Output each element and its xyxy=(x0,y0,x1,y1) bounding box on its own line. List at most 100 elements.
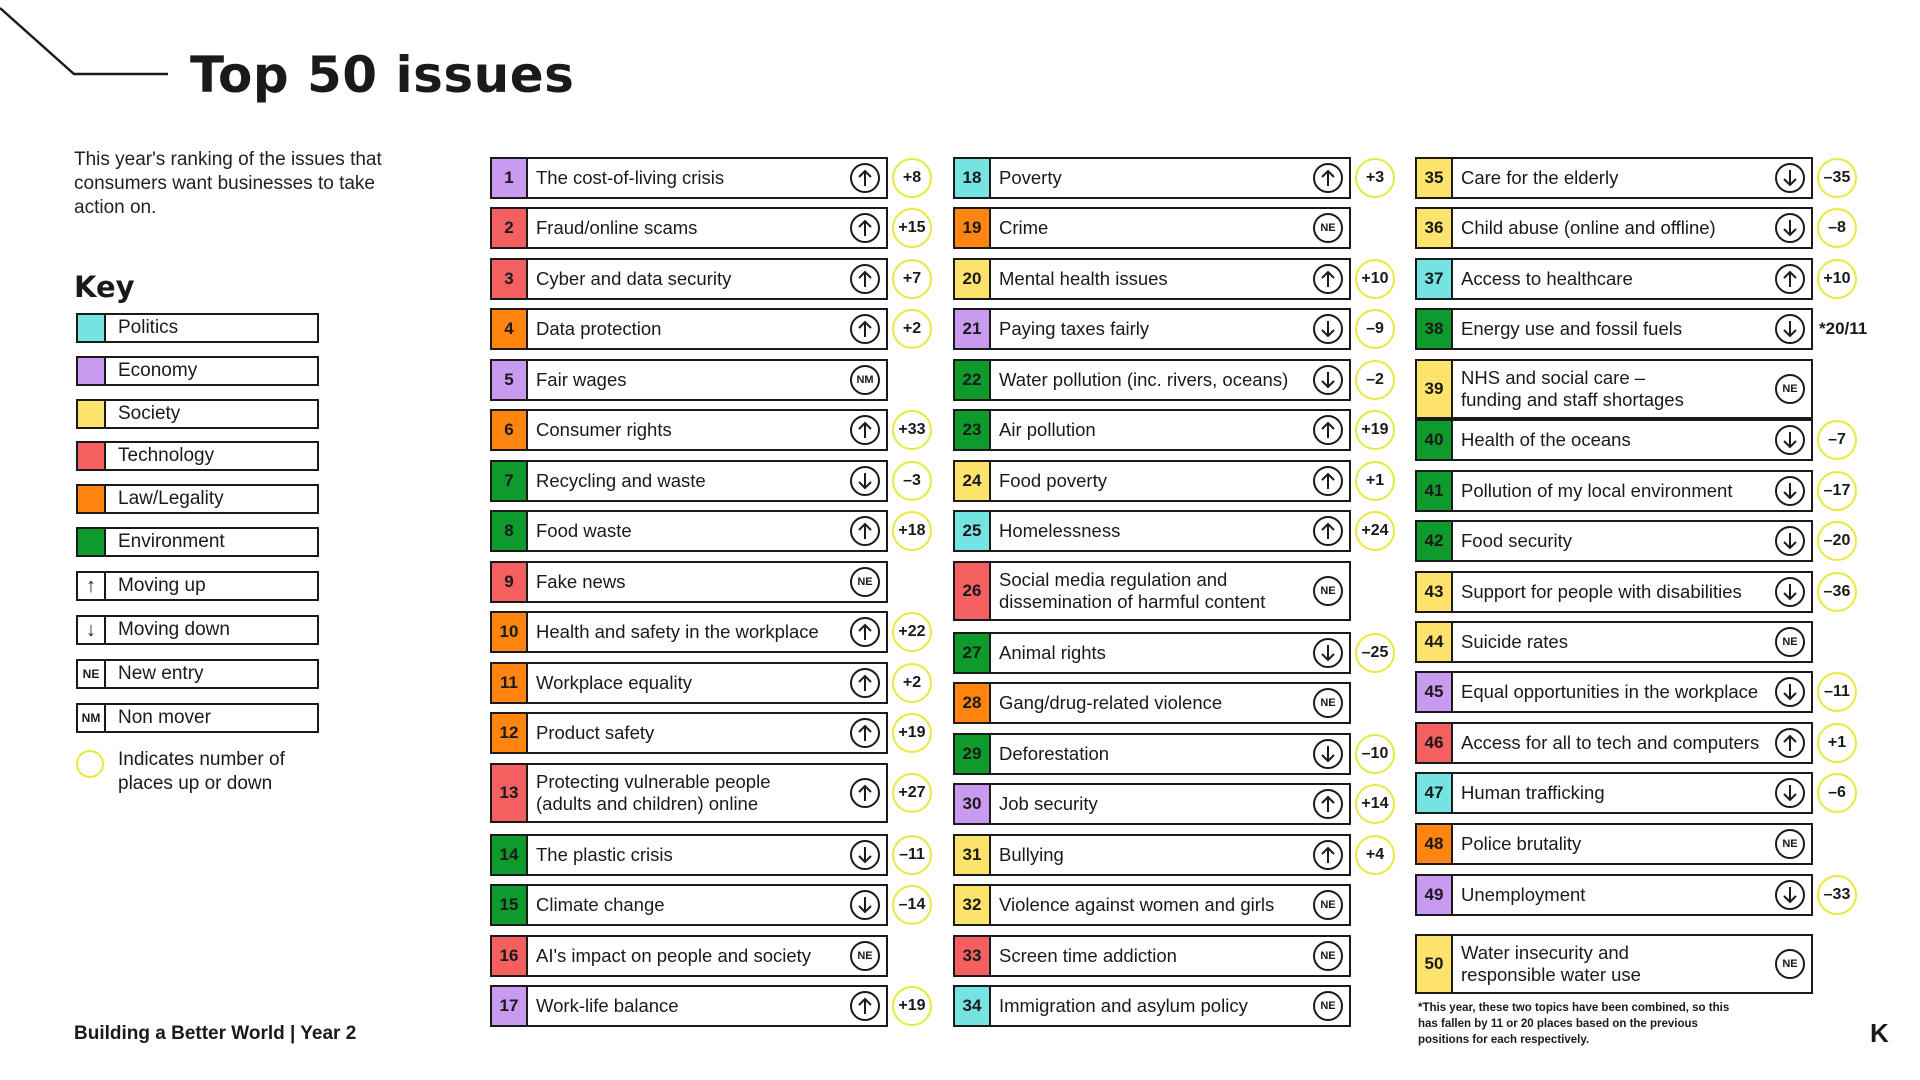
arrow-down-icon xyxy=(1775,526,1805,556)
arrow-down-icon xyxy=(1313,638,1343,668)
issue-row: 35 Care for the elderly –35 xyxy=(1415,157,1857,199)
change-badge: –6 xyxy=(1817,773,1857,813)
issue-label-line: dissemination of harmful content xyxy=(999,591,1266,612)
issue-rank: 9 xyxy=(492,563,528,601)
arrow-down-icon xyxy=(1775,677,1805,707)
issue-label: Food poverty xyxy=(999,470,1107,491)
issue-label: Data protection xyxy=(536,318,662,339)
issue-rank: 46 xyxy=(1417,724,1453,762)
change-note: *20/11 xyxy=(1819,319,1868,338)
issue-box: 11 Workplace equality xyxy=(490,662,888,704)
issue-row: 19 Crime NE xyxy=(953,207,1351,249)
key-swatch xyxy=(78,358,106,384)
issue-row: 50 Water insecurity and responsible water … xyxy=(1415,934,1813,994)
issue-rank: 17 xyxy=(492,987,528,1025)
issue-label: Access to healthcare xyxy=(1461,268,1633,289)
arrow-down-icon xyxy=(1775,425,1805,455)
key-item-economy: Economy xyxy=(76,356,319,386)
issue-box: 18 Poverty xyxy=(953,157,1351,199)
issue-row: 7 Recycling and waste –3 xyxy=(490,460,932,502)
arrow-up-icon xyxy=(850,213,880,243)
change-badge: –33 xyxy=(1817,875,1857,915)
change-badge: +19 xyxy=(1355,410,1395,450)
issue-rank: 41 xyxy=(1417,472,1453,510)
change-badge: +1 xyxy=(1355,461,1395,501)
issue-rank: 28 xyxy=(955,684,991,722)
issue-rank: 24 xyxy=(955,462,991,500)
issue-label-line: NHS and social care – xyxy=(1461,367,1646,388)
issue-rank: 12 xyxy=(492,714,528,752)
footnote: *This year, these two topics have been c… xyxy=(1418,1002,1730,1046)
new-entry-icon: NE xyxy=(1775,374,1805,404)
new-entry-icon: NE xyxy=(850,567,880,597)
issue-box: 32 Violence against women and girls NE xyxy=(953,884,1351,926)
key-item-new-entry: NE New entry xyxy=(76,659,319,689)
arrow-up-icon xyxy=(850,617,880,647)
issue-box: 1 The cost-of-living crisis xyxy=(490,157,888,199)
change-badge: +2 xyxy=(892,663,932,703)
issue-rank: 26 xyxy=(955,563,991,619)
new-entry-icon: NE xyxy=(1775,949,1805,979)
issue-box: 29 Deforestation xyxy=(953,733,1351,775)
issue-label: The cost-of-living crisis xyxy=(536,167,725,188)
issue-label: Unemployment xyxy=(1461,884,1586,905)
issue-label: Access for all to tech and computers xyxy=(1461,732,1760,753)
new-entry-icon: NE xyxy=(1313,890,1343,920)
issue-box: 45 Equal opportunities in the workplace xyxy=(1415,671,1813,713)
issue-row: 46 Access for all to tech and computers +1 xyxy=(1415,722,1857,764)
issue-row: 33 Screen time addiction NE xyxy=(953,935,1351,977)
issue-box: 7 Recycling and waste xyxy=(490,460,888,502)
arrow-down-icon xyxy=(1775,880,1805,910)
issue-row: 21 Paying taxes fairly –9 xyxy=(953,308,1395,350)
issue-rank: 31 xyxy=(955,836,991,874)
issue-label: Product safety xyxy=(536,722,655,743)
change-badge: –9 xyxy=(1355,309,1395,349)
issue-label: Protecting vulnerable people (adults and … xyxy=(528,771,850,815)
issue-row: 41 Pollution of my local environment –17 xyxy=(1415,470,1857,512)
issue-rank: 36 xyxy=(1417,209,1453,247)
arrow-up-icon xyxy=(1313,264,1343,294)
issue-rank: 20 xyxy=(955,260,991,298)
issue-label-line: Protecting vulnerable people xyxy=(536,771,771,792)
key-label: Technology xyxy=(118,445,215,466)
arrow-down-icon xyxy=(850,466,880,496)
arrow-up-icon xyxy=(1313,163,1343,193)
key-item-environment: Environment xyxy=(76,527,319,557)
new-entry-icon: NE xyxy=(850,941,880,971)
issue-rank: 7 xyxy=(492,462,528,500)
issue-row: 13 Protecting vulnerable people (adults an… xyxy=(490,763,932,823)
issue-row: 14 The plastic crisis –11 xyxy=(490,834,932,876)
issue-label-line: Social media regulation and xyxy=(999,569,1228,590)
issue-rank: 4 xyxy=(492,310,528,348)
issue-label: Human trafficking xyxy=(1461,782,1605,803)
issue-rank: 38 xyxy=(1417,310,1453,348)
issue-rank: 48 xyxy=(1417,825,1453,863)
issue-box: 14 The plastic crisis xyxy=(490,834,888,876)
arrow-down-icon xyxy=(1775,163,1805,193)
arrow-up-icon xyxy=(1313,415,1343,445)
change-badge: –14 xyxy=(892,885,932,925)
arrow-up-icon xyxy=(850,778,880,808)
arrow-up-icon xyxy=(850,668,880,698)
issue-rank: 3 xyxy=(492,260,528,298)
new-entry-icon: NE xyxy=(1775,829,1805,859)
issue-label: Equal opportunities in the workplace xyxy=(1461,681,1759,702)
issue-rank: 13 xyxy=(492,765,528,821)
key-label: Environment xyxy=(118,531,225,552)
change-badge: +15 xyxy=(892,208,932,248)
issue-row: 25 Homelessness +24 xyxy=(953,510,1395,552)
issue-box: 8 Food waste xyxy=(490,510,888,552)
issue-box: 35 Care for the elderly xyxy=(1415,157,1813,199)
issue-box: 46 Access for all to tech and computers xyxy=(1415,722,1813,764)
issue-rank: 25 xyxy=(955,512,991,550)
issue-label: Screen time addiction xyxy=(999,945,1177,966)
issue-label: Homelessness xyxy=(999,520,1121,541)
issue-rank: 40 xyxy=(1417,421,1453,459)
change-badge: +1 xyxy=(1817,723,1857,763)
issue-label: Social media regulation and dissemination… xyxy=(991,569,1313,613)
key-label: Moving down xyxy=(118,619,230,640)
issue-rank: 43 xyxy=(1417,573,1453,611)
new-entry-icon: NE xyxy=(1775,627,1805,657)
issue-label: Animal rights xyxy=(999,642,1106,663)
issue-label: The plastic crisis xyxy=(536,844,673,865)
